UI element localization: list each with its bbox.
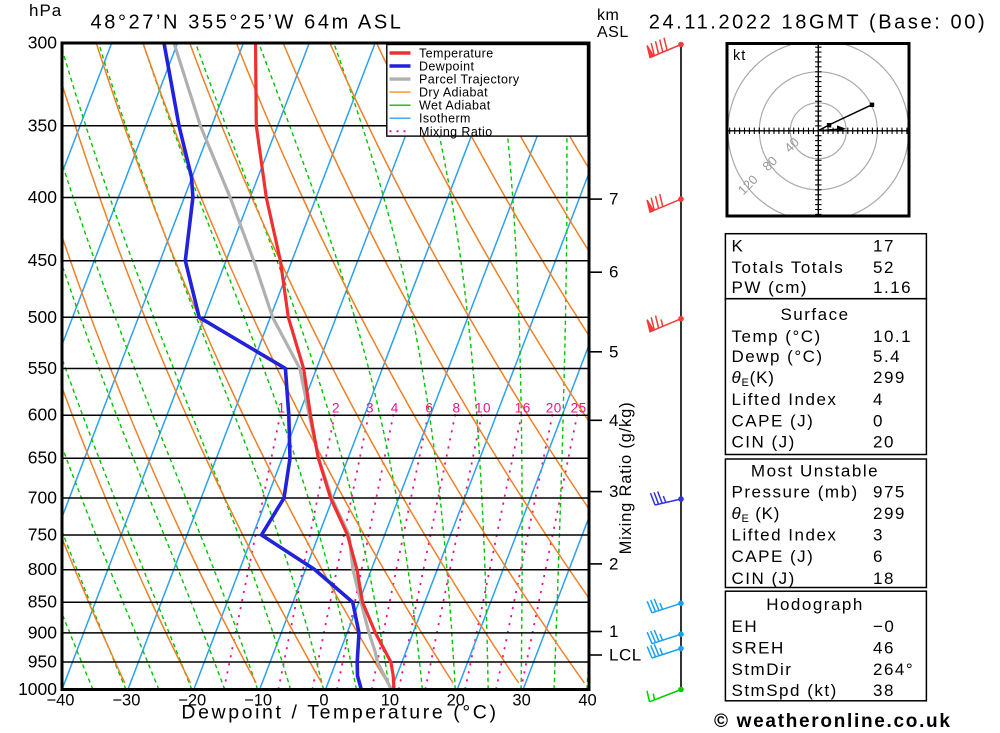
svg-text:−0: −0 [873, 617, 895, 636]
svg-text:Temperature: Temperature [419, 47, 494, 61]
svg-text:264°: 264° [873, 660, 914, 679]
svg-text:Dewpoint: Dewpoint [419, 60, 474, 74]
svg-text:4: 4 [873, 390, 884, 409]
svg-text:800: 800 [28, 559, 57, 579]
svg-text:−40: −40 [47, 692, 75, 710]
svg-text:© weatheronline.co.uk: © weatheronline.co.uk [714, 711, 952, 732]
svg-text:20: 20 [447, 692, 465, 710]
svg-text:CAPE (J): CAPE (J) [732, 547, 815, 566]
svg-text:Lifted Index: Lifted Index [732, 525, 838, 544]
svg-text:4: 4 [391, 401, 399, 416]
svg-text:2: 2 [332, 401, 340, 416]
svg-text:Mixing Ratio (g/kg): Mixing Ratio (g/kg) [617, 402, 635, 555]
svg-text:1000: 1000 [18, 679, 57, 699]
svg-text:Dewpoint / Temperature (°C): Dewpoint / Temperature (°C) [181, 702, 498, 724]
svg-text:38: 38 [873, 681, 895, 700]
svg-text:CIN (J): CIN (J) [732, 433, 796, 452]
svg-text:299: 299 [873, 368, 906, 387]
svg-text:kt: kt [733, 48, 746, 64]
svg-text:975: 975 [873, 483, 906, 502]
svg-text:25: 25 [571, 401, 587, 416]
svg-text:299: 299 [873, 504, 906, 523]
svg-text:18: 18 [873, 569, 895, 588]
svg-text:300: 300 [28, 33, 57, 53]
svg-text:1: 1 [278, 401, 286, 416]
svg-text:Isotherm: Isotherm [419, 112, 471, 126]
svg-text:17: 17 [873, 237, 895, 256]
svg-text:16: 16 [515, 401, 531, 416]
svg-text:5: 5 [609, 342, 618, 361]
svg-text:5.4: 5.4 [873, 347, 901, 366]
svg-text:6: 6 [873, 547, 884, 566]
svg-text:400: 400 [28, 187, 57, 207]
svg-text:PW (cm): PW (cm) [732, 278, 809, 297]
svg-text:Totals Totals: Totals Totals [732, 258, 845, 277]
svg-text:3: 3 [609, 482, 618, 501]
svg-text:700: 700 [28, 488, 57, 508]
svg-text:CAPE (J): CAPE (J) [732, 411, 815, 430]
svg-text:Mixing Ratio: Mixing Ratio [419, 125, 493, 139]
svg-text:6: 6 [609, 263, 618, 282]
svg-text:1.16: 1.16 [873, 278, 912, 297]
svg-text:7: 7 [609, 190, 618, 209]
svg-text:Most Unstable: Most Unstable [751, 462, 879, 481]
svg-text:24.11.2022 18GMT (Base: 00): 24.11.2022 18GMT (Base: 00) [649, 12, 988, 34]
svg-text:3: 3 [366, 401, 374, 416]
svg-text:Lifted Index: Lifted Index [732, 390, 838, 409]
svg-text:hPa: hPa [29, 1, 62, 20]
svg-text:−10: −10 [244, 692, 272, 710]
svg-text:40: 40 [578, 692, 596, 710]
svg-text:30: 30 [512, 692, 530, 710]
svg-text:−20: −20 [178, 692, 206, 710]
svg-text:500: 500 [28, 307, 57, 327]
svg-text:LCL: LCL [609, 646, 642, 665]
svg-text:750: 750 [28, 525, 57, 545]
svg-text:650: 650 [28, 448, 57, 468]
svg-text:SREH: SREH [732, 639, 785, 658]
svg-text:10.1: 10.1 [873, 327, 912, 346]
svg-text:CIN (J): CIN (J) [732, 569, 796, 588]
svg-text:3: 3 [873, 525, 884, 544]
svg-text:1: 1 [609, 622, 618, 641]
svg-text:Pressure (mb): Pressure (mb) [732, 483, 859, 502]
svg-text:950: 950 [28, 652, 57, 672]
svg-text:Temp (°C): Temp (°C) [732, 327, 822, 346]
svg-text:2: 2 [609, 554, 618, 573]
svg-text:0: 0 [319, 692, 328, 710]
svg-text:Dry Adiabat: Dry Adiabat [419, 86, 488, 100]
svg-text:48°27’N 355°25’W 64m ASL: 48°27’N 355°25’W 64m ASL [91, 12, 404, 34]
svg-text:52: 52 [873, 258, 895, 277]
svg-text:8: 8 [452, 401, 460, 416]
svg-text:4: 4 [609, 411, 618, 430]
svg-text:46: 46 [873, 639, 895, 658]
svg-text:900: 900 [28, 622, 57, 642]
svg-text:600: 600 [28, 405, 57, 425]
svg-text:10: 10 [475, 401, 491, 416]
svg-text:km: km [597, 7, 619, 24]
svg-text:−30: −30 [112, 692, 140, 710]
svg-text:0: 0 [873, 411, 884, 430]
svg-text:EH: EH [732, 617, 759, 636]
svg-text:20: 20 [873, 433, 895, 452]
svg-text:Wet Adiabat: Wet Adiabat [419, 99, 491, 113]
svg-text:Parcel Trajectory: Parcel Trajectory [419, 73, 520, 87]
svg-text:10: 10 [381, 692, 399, 710]
svg-text:StmSpd (kt): StmSpd (kt) [732, 681, 838, 700]
svg-text:850: 850 [28, 592, 57, 612]
svg-text:ASL: ASL [597, 24, 629, 41]
svg-text:350: 350 [28, 115, 57, 135]
svg-text:K: K [732, 237, 745, 256]
svg-text:550: 550 [28, 358, 57, 378]
svg-text:450: 450 [28, 250, 57, 270]
svg-text:Dewp (°C): Dewp (°C) [732, 347, 824, 366]
svg-text:θE(K): θE(K) [732, 368, 775, 389]
svg-text:StmDir: StmDir [732, 660, 793, 679]
svg-text:Surface: Surface [780, 305, 849, 324]
svg-text:20: 20 [546, 401, 562, 416]
svg-text:Hodograph: Hodograph [766, 595, 864, 614]
svg-text:6: 6 [425, 401, 433, 416]
svg-text:θE (K): θE (K) [732, 504, 781, 525]
